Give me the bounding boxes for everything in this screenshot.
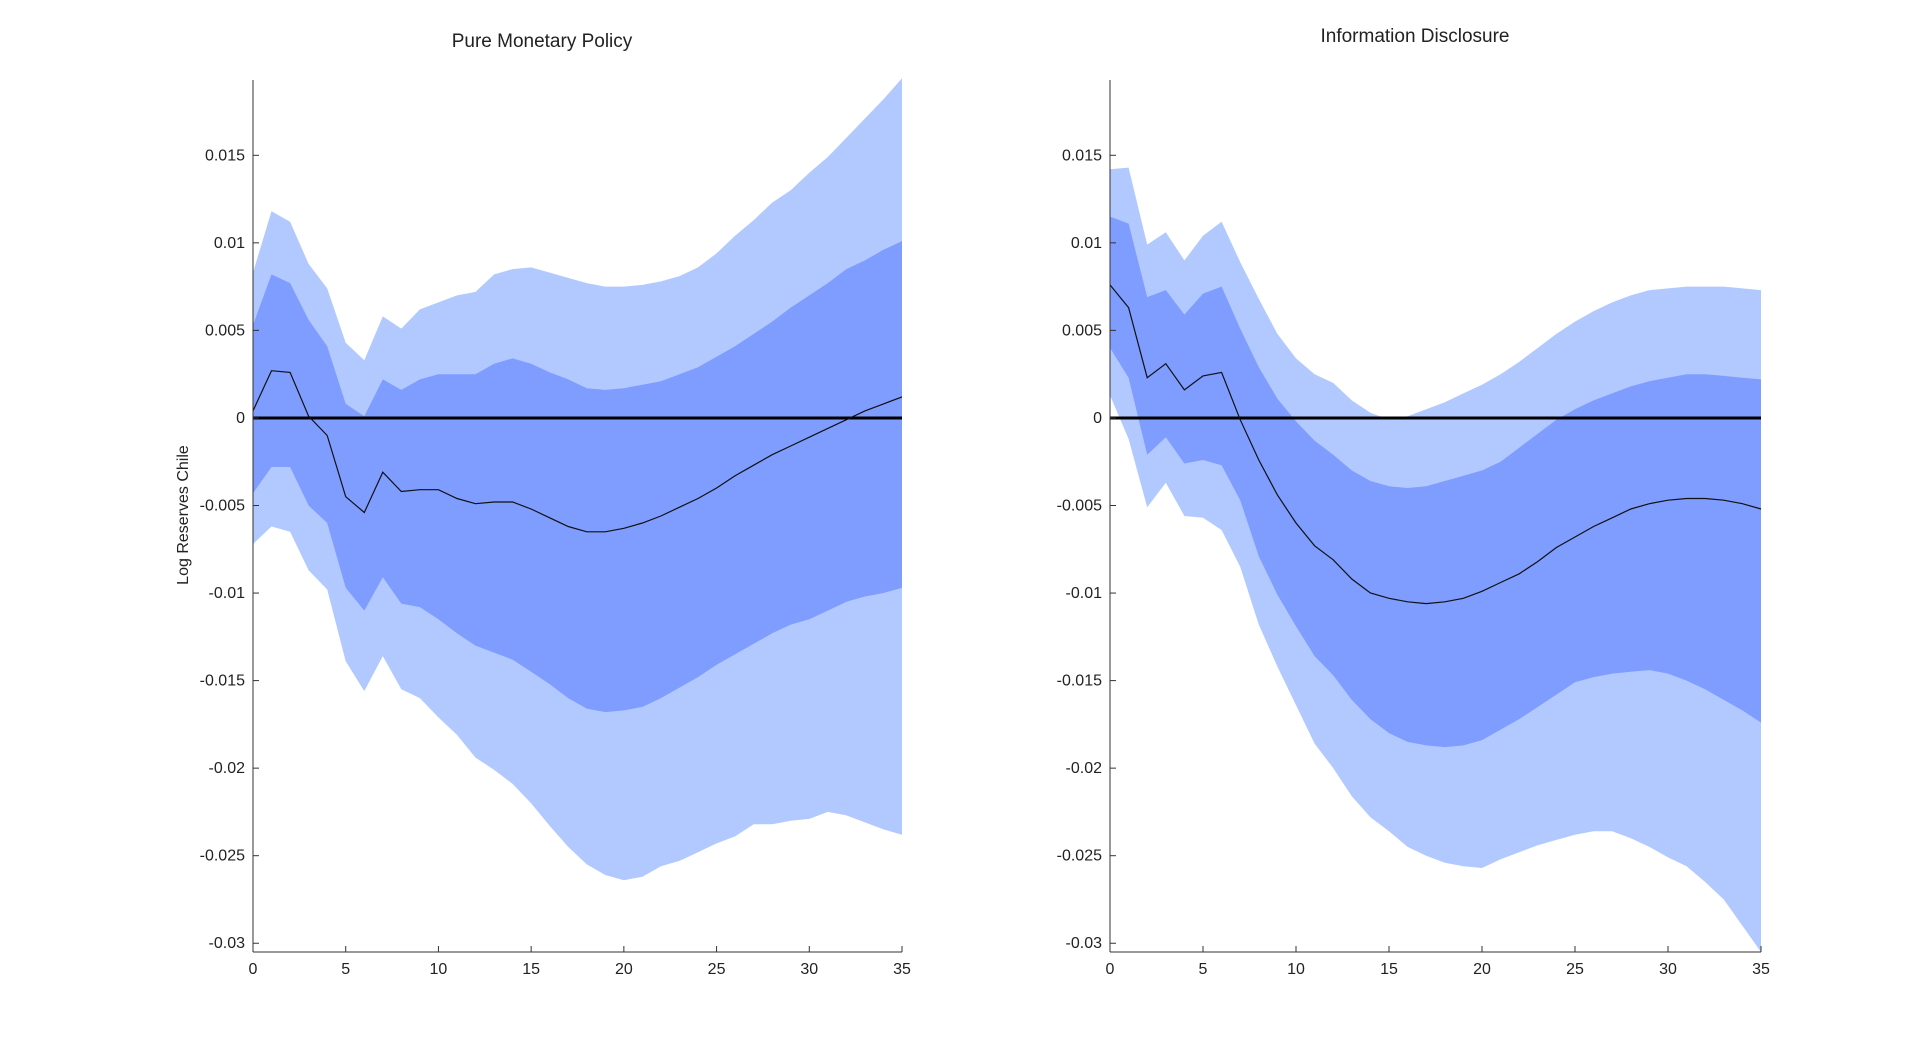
y-tick-label: -0.005 (1057, 497, 1102, 514)
x-tick-label: 25 (1566, 961, 1584, 978)
y-tick-label: 0.015 (1062, 147, 1102, 164)
panel-title: Information Disclosure (1320, 26, 1509, 47)
panel-information-disclosure: Information Disclosure -0.03 -0.025 -0.02 -… (1057, 26, 1770, 978)
x-tick-label: 25 (708, 961, 726, 978)
x-tick-label: 5 (1199, 961, 1208, 978)
x-tick-label: 15 (1380, 961, 1398, 978)
inner-credible-band (1110, 216, 1761, 748)
x-tick-label: 10 (1287, 961, 1305, 978)
inner-credible-band (253, 241, 902, 713)
x-tick-label: 5 (341, 961, 350, 978)
x-tick-label: 15 (522, 961, 540, 978)
y-tick-label: -0.01 (1066, 585, 1103, 602)
y-tick-label: 0 (236, 410, 245, 427)
y-tick-label: -0.025 (200, 848, 245, 865)
y-tick-label: 0 (1093, 410, 1102, 427)
y-axis-label: Log Reserves Chile (175, 445, 192, 585)
panel-title: Pure Monetary Policy (452, 31, 633, 52)
median-response-line (252, 370, 903, 533)
x-tick-label: 10 (430, 961, 448, 978)
y-tick-label: -0.03 (1066, 935, 1103, 952)
y-tick-label: 0.01 (1071, 235, 1102, 252)
y-tick-label: 0.005 (205, 322, 245, 339)
x-tick-label: 20 (1473, 961, 1491, 978)
x-tick-label: 30 (800, 961, 818, 978)
y-tick-label: -0.025 (1057, 848, 1102, 865)
y-tick-label: 0.015 (205, 147, 245, 164)
y-tick-label: 0.005 (1062, 322, 1102, 339)
y-tick-label: -0.015 (1057, 673, 1102, 690)
y-tick-label: -0.02 (1066, 760, 1103, 777)
x-tick-label: 0 (249, 961, 258, 978)
y-tick-label: -0.005 (200, 497, 245, 514)
x-tick-label: 35 (1752, 961, 1770, 978)
x-tick-label: 30 (1659, 961, 1677, 978)
y-tick-label: -0.03 (209, 935, 246, 952)
y-tick-label: -0.015 (200, 673, 245, 690)
y-tick-label: 0.01 (214, 235, 245, 252)
x-tick-label: 0 (1106, 961, 1115, 978)
y-tick-label: -0.01 (209, 585, 246, 602)
x-tick-label: 20 (615, 961, 633, 978)
y-tick-label: -0.02 (209, 760, 246, 777)
median-response-line (1109, 284, 1762, 605)
panel-pure-monetary-policy: Pure Monetary Policy Log Reserves Chile … (175, 31, 911, 978)
x-tick-label: 35 (893, 961, 911, 978)
